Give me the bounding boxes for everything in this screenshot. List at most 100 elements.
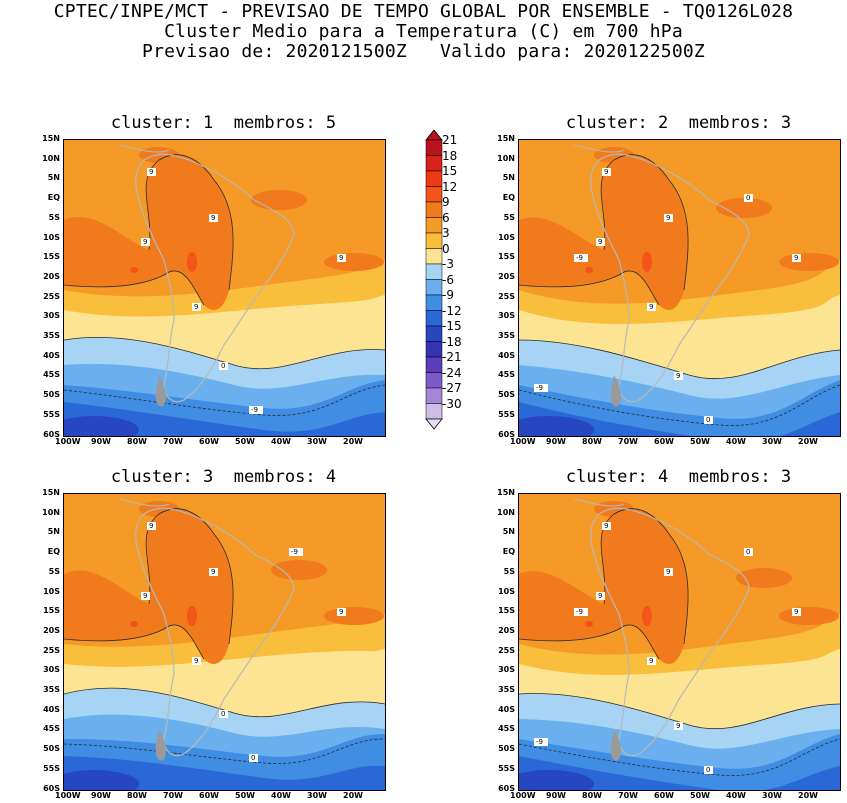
lat-tick-label: 50S — [43, 744, 60, 754]
contour-label: 9 — [596, 238, 605, 246]
lat-tick-label: 15N — [42, 134, 60, 143]
warm-patch-east — [779, 607, 839, 625]
contour-label: 9 — [602, 168, 611, 176]
contour-label-text: 9 — [604, 522, 608, 530]
lon-tick-label: 90W — [546, 437, 566, 446]
contour-label: 9 — [192, 303, 201, 311]
main-title: CPTEC/INPE/MCT - PREVISAO DE TEMPO GLOBA… — [53, 1, 794, 22]
contour-0 — [519, 339, 840, 380]
hot-spot-1 — [642, 606, 652, 626]
contour-label-text: 9 — [598, 592, 602, 600]
lon-tick-label: 40W — [726, 791, 746, 800]
colorbar-tick-label: -27 — [442, 381, 462, 395]
contour-label-text: 0 — [221, 362, 225, 370]
colorbar-tick-label: 9 — [442, 195, 450, 209]
lat-tick-label: 20S — [43, 625, 60, 635]
lat-tick-label: 60S — [498, 783, 515, 793]
lon-tick-label: 30W — [762, 791, 782, 800]
lon-tick-label: 100W — [55, 437, 81, 446]
lat-tick-label: 10N — [42, 153, 60, 163]
colorbar-swatch — [425, 341, 443, 358]
colorbar-tick-label: -15 — [442, 319, 462, 333]
lat-tick-label: 30S — [498, 665, 515, 675]
warm-patch-atlantic — [716, 198, 772, 218]
contour-9-a — [64, 624, 205, 660]
contour-label-text: 9 — [211, 568, 215, 576]
lon-tick-label: 30W — [307, 437, 327, 446]
contour-label: 9 — [192, 657, 201, 665]
contour-label: 9 — [209, 214, 218, 222]
lat-tick-label: 55S — [498, 409, 515, 419]
colorbar-tick-label: -3 — [442, 257, 454, 271]
contour-label: 0 — [744, 548, 753, 556]
map-panel-2: 9 9 9 9 9 9 0 0 -9 -9 — [518, 139, 841, 437]
lon-tick-label: 60W — [199, 791, 219, 800]
contour-label-text: 0 — [746, 548, 750, 556]
colorbar-swatch — [425, 356, 443, 373]
colorbar-swatch — [425, 155, 443, 172]
contour-label: 9 — [141, 592, 150, 600]
lat-tick-label: 25S — [43, 645, 60, 655]
lat-tick-label: 10S — [43, 232, 60, 242]
lat-tick-label: 15N — [42, 488, 60, 497]
patagonia-land — [155, 375, 167, 407]
lon-tick-label: 20W — [798, 791, 818, 800]
contour-m9 — [64, 738, 385, 764]
lat-tick-label: 10N — [497, 507, 515, 517]
colorbar-swatch — [425, 279, 443, 296]
colorbar-tick-label: -18 — [442, 334, 462, 349]
warm-patch-east — [324, 253, 384, 271]
panel-1-title: cluster: 1 membros: 5 — [110, 113, 337, 133]
warm-patch-atlantic — [271, 560, 327, 580]
contour-label: 9 — [337, 608, 346, 616]
lon-tick-label: 20W — [343, 791, 363, 800]
contour-0 — [519, 693, 840, 730]
contour-label-text: 0 — [746, 194, 750, 202]
lat-tick-label: 35S — [498, 685, 515, 694]
contour-m9 — [519, 384, 840, 426]
contour-label: 0 — [704, 766, 713, 774]
lat-tick-label: 5N — [502, 527, 515, 537]
contour-label: 9 — [602, 522, 611, 530]
contour-label: 0 — [249, 754, 258, 762]
lon-tick-label: 100W — [510, 437, 536, 446]
map-svg-2: 9 9 9 9 9 9 0 0 -9 -9 — [519, 140, 840, 436]
contour-label: -9 — [574, 608, 588, 616]
lon-tick-label: 90W — [91, 791, 111, 800]
band-m15-m12 — [519, 770, 594, 790]
contour-label-text: 9 — [676, 372, 680, 380]
map-svg-4: 9 9 9 9 9 9 0 0 -9 -9 — [519, 494, 840, 790]
lat-tick-label: 30S — [43, 665, 60, 675]
lat-tick-label: 15S — [498, 252, 515, 262]
south-america-outline — [590, 153, 750, 403]
contour-label-text: 9 — [194, 303, 198, 311]
hot-spot-2 — [130, 621, 138, 627]
lon-tick-label: 80W — [582, 437, 602, 446]
central-america-outline — [118, 498, 170, 507]
lat-tick-label: 40S — [43, 350, 60, 360]
band-m12-m9 — [64, 402, 385, 436]
contour-9-b — [145, 508, 234, 645]
contour-label: 0 — [744, 194, 753, 202]
lon-tick-label: 90W — [546, 791, 566, 800]
lat-tick-label: 60S — [43, 429, 60, 439]
lon-tick-label: 50W — [235, 791, 255, 800]
lat-tick-label: 35S — [43, 685, 60, 694]
colorbar-tick-label: 18 — [442, 148, 458, 163]
lat-tick-label: 10N — [42, 507, 60, 517]
lon-tick-label: 60W — [654, 791, 674, 800]
lat-tick-label: 30S — [43, 311, 60, 321]
lon-tick-label: 80W — [127, 437, 147, 446]
central-america-outline — [118, 144, 170, 153]
south-america-outline — [135, 507, 295, 757]
lat-tick-label: 10S — [498, 232, 515, 242]
contour-label: 9 — [792, 254, 801, 262]
lat-tick-label: 55S — [43, 763, 60, 773]
central-america-outline — [573, 144, 625, 153]
contour-9-a — [519, 624, 660, 660]
lat-tick-label: 15S — [43, 606, 60, 616]
lat-tick-label: 40S — [498, 704, 515, 714]
lat-tick-label: 45S — [43, 370, 60, 380]
lon-tick-label: 70W — [618, 791, 638, 800]
band-m15-m12 — [64, 770, 139, 790]
